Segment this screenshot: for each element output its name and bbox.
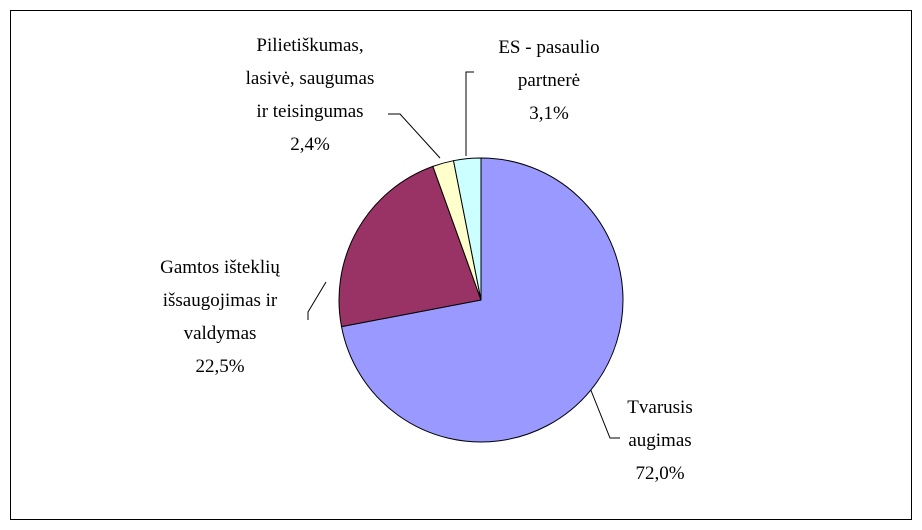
category-label: Tvarusis augimas [627,397,693,451]
value-label: 72,0% [635,463,685,484]
pie-slice [452,157,482,301]
leader-line [465,71,474,156]
value-label: 22,5% [195,356,245,377]
slice-label: Tvarusis augimas 72,0% [610,391,710,490]
category-label: ES - pasaulio partnerė [498,37,600,91]
pie-slice [340,157,624,443]
slice-label: Gamtos išteklių išsaugojimas ir valdymas… [140,251,300,383]
category-label: Pilietiškumas, lasivė, saugumas ir teisi… [245,35,375,122]
value-label: 2,4% [290,134,330,155]
slice-label: Pilietiškumas, lasivė, saugumas ir teisi… [240,29,380,161]
leader-line [307,281,327,320]
category-label: Gamtos išteklių išsaugojimas ir valdymas [160,257,280,344]
chart-frame [10,10,912,520]
leader-line [388,113,441,159]
value-label: 3,1% [529,103,569,124]
leader-lines [307,71,620,439]
pie-slice [338,165,482,328]
leader-line [589,387,620,439]
slice-label: ES - pasaulio partnerė 3,1% [485,31,613,130]
